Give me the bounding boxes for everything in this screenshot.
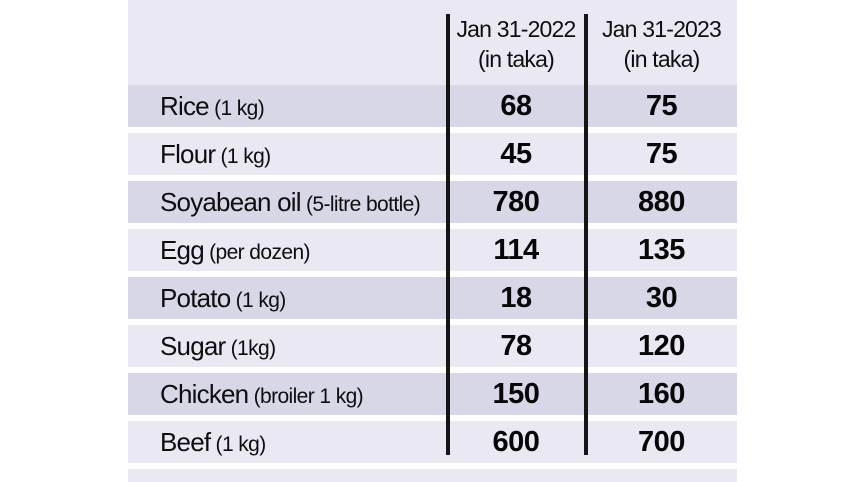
- table-row-beef: Beef (1 kg) 600 700: [128, 421, 737, 463]
- price-comparison-table: Jan 31-2022 (in taka) Jan 31-2023 (in ta…: [128, 0, 737, 482]
- column-divider-right: [584, 14, 588, 455]
- price-2023: 120: [638, 329, 685, 362]
- header-col-2023: Jan 31-2023 (in taka): [586, 0, 737, 85]
- item-label: Rice (1 kg): [128, 91, 446, 122]
- table-row-chicken: Chicken (broiler 1 kg) 150 160: [128, 373, 737, 415]
- item-unit: (per dozen): [209, 240, 310, 264]
- item-unit: (1 kg): [235, 288, 287, 312]
- header-col-2022: Jan 31-2022 (in taka): [446, 0, 586, 85]
- item-unit: (1 kg): [215, 432, 267, 456]
- price-2023: 700: [638, 425, 685, 458]
- price-2022: 68: [500, 89, 532, 122]
- item-name: Chicken: [160, 378, 249, 409]
- item-name: Beef: [160, 426, 211, 457]
- item-label: Chicken (broiler 1 kg): [128, 379, 446, 410]
- price-2023: 135: [638, 233, 685, 266]
- header-2022-unit: (in taka): [478, 45, 555, 72]
- table-header-row: Jan 31-2022 (in taka) Jan 31-2023 (in ta…: [128, 0, 737, 85]
- table-row-sugar: Sugar (1kg) 78 120: [128, 325, 737, 367]
- price-2022: 150: [492, 377, 540, 410]
- item-unit: (1 kg): [214, 96, 265, 120]
- table-row-soyabean-oil: Soyabean oil (5-litre bottle) 780 880: [128, 181, 737, 223]
- item-name: Potato: [160, 282, 231, 313]
- price-2023: 75: [645, 137, 678, 170]
- item-name: Rice: [160, 90, 210, 121]
- item-label: Beef (1 kg): [128, 427, 446, 458]
- price-2023: 880: [638, 185, 685, 218]
- price-2023: 160: [638, 377, 685, 410]
- price-2022: 600: [492, 425, 540, 458]
- item-label: Potato (1 kg): [128, 283, 446, 314]
- item-name: Egg: [160, 234, 205, 265]
- item-unit: (1 kg): [220, 144, 272, 168]
- item-label: Sugar (1kg): [128, 331, 446, 362]
- item-unit: (5-litre bottle): [306, 192, 421, 216]
- table-row-egg: Egg (per dozen) 114 135: [128, 229, 737, 271]
- header-2023-unit: (in taka): [623, 45, 701, 72]
- item-label: Egg (per dozen): [128, 235, 446, 266]
- header-item-spacer: [128, 0, 446, 85]
- header-2023-date: Jan 31-2023: [601, 15, 722, 42]
- item-label: Soyabean oil (5-litre bottle): [128, 187, 446, 218]
- table-row-potato: Potato (1 kg) 18 30: [128, 277, 737, 319]
- price-2022: 78: [500, 329, 532, 362]
- item-unit: (broiler 1 kg): [253, 384, 364, 408]
- price-2023: 75: [645, 89, 678, 122]
- item-name: Sugar: [160, 330, 226, 361]
- item-name: Soyabean oil: [160, 186, 302, 217]
- item-name: Flour: [160, 138, 216, 169]
- price-2022: 45: [500, 137, 532, 170]
- price-2023: 30: [645, 281, 678, 314]
- table-footer-strip: [128, 469, 737, 482]
- table-body: Rice (1 kg) 68 75 Flour (1 kg) 45 75 Soy…: [128, 85, 737, 469]
- price-2022: 114: [493, 233, 539, 266]
- item-unit: (1kg): [230, 336, 276, 360]
- table-row-flour: Flour (1 kg) 45 75: [128, 133, 737, 175]
- header-2022-date: Jan 31-2022: [456, 15, 576, 42]
- price-2022: 780: [492, 185, 540, 218]
- table-row-rice: Rice (1 kg) 68 75: [128, 85, 737, 127]
- price-2022: 18: [500, 281, 532, 314]
- item-label: Flour (1 kg): [128, 139, 446, 170]
- column-divider-left: [446, 14, 450, 455]
